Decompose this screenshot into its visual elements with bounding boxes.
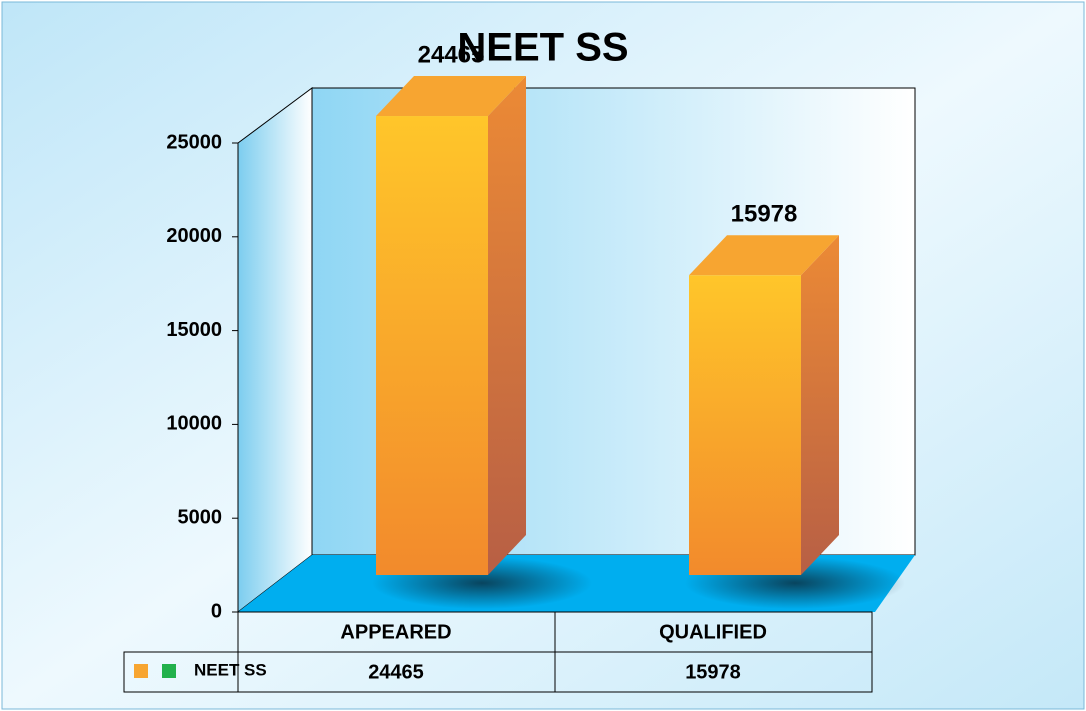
table-row xyxy=(123,651,873,693)
side-wall xyxy=(237,87,313,614)
y-tick-label: 5000 xyxy=(178,506,223,528)
legend-swatch-alt xyxy=(162,664,176,678)
chart-title: NEET SS xyxy=(457,26,628,70)
y-tick-label: 20000 xyxy=(166,225,222,247)
bar-side xyxy=(488,76,526,576)
bar-top xyxy=(689,235,839,276)
bar-top xyxy=(376,76,526,117)
y-tick-label: 10000 xyxy=(166,413,222,435)
legend-swatch xyxy=(134,664,148,678)
bar xyxy=(689,275,801,575)
y-tick-label: 15000 xyxy=(166,319,222,341)
x-tick-label: APPEARED xyxy=(340,621,451,643)
data-table xyxy=(123,611,873,693)
table-value: 15978 xyxy=(685,661,741,683)
bar-side xyxy=(801,235,839,575)
legend-label: NEET SS xyxy=(194,660,267,679)
y-tick-label: 0 xyxy=(211,600,222,622)
table-value: 24465 xyxy=(368,661,424,683)
value-label: 15978 xyxy=(731,201,798,228)
value-label: 24465 xyxy=(418,41,485,68)
y-tick-label: 25000 xyxy=(166,131,222,153)
bar xyxy=(376,116,488,576)
x-tick-label: QUALIFIED xyxy=(659,621,767,643)
